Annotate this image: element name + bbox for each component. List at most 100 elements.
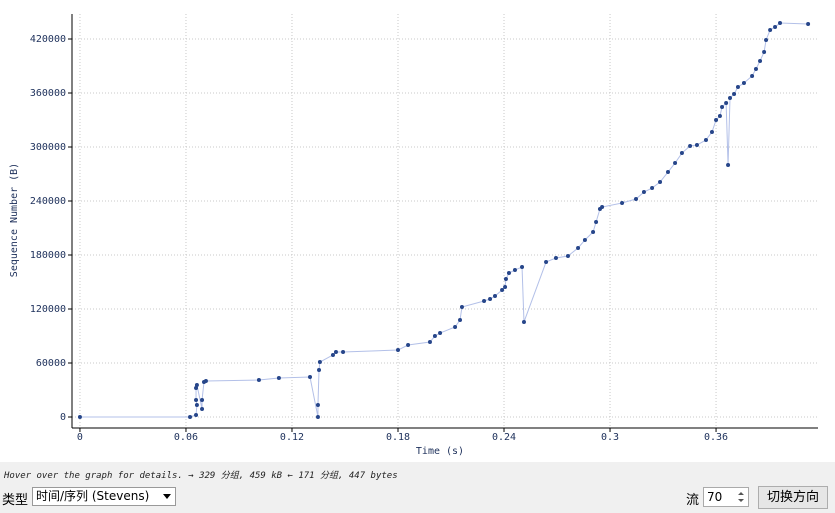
point [709,129,714,134]
point [688,144,693,149]
point [482,298,487,303]
point [544,260,549,265]
point [778,20,783,25]
point [341,350,346,355]
point [315,403,320,408]
point [703,137,708,142]
type-value: 时间/序列 (Stevens) [36,489,150,503]
point [582,237,587,242]
x-tick-label: 0.18 [386,432,410,443]
point [200,406,205,411]
point [194,382,199,387]
stream-input[interactable]: 70 [703,487,749,507]
point [333,350,338,355]
point [432,334,437,339]
point [506,271,511,276]
point [512,268,517,273]
point [620,200,625,205]
y-tick-label: 420000 [30,34,66,45]
point [762,49,767,54]
y-tick-label: 300000 [30,142,66,153]
point [308,375,313,380]
x-tick-label: 0.36 [704,432,728,443]
point [77,415,82,420]
point [406,343,411,348]
connect-line [79,22,809,418]
point [553,255,558,260]
y-tick-label: 120000 [30,304,66,315]
point [750,73,755,78]
point [395,348,400,353]
point [665,170,670,175]
y-tick-label: 360000 [30,88,66,99]
point [634,197,639,202]
point [741,81,746,86]
point [735,84,740,89]
point [194,397,199,402]
point [503,285,508,290]
point [521,319,526,324]
spin-arrows [738,492,744,502]
point [203,379,208,384]
point [724,100,729,105]
stream-value: 70 [707,490,723,504]
stream-label: 流 [686,493,700,508]
point [641,190,646,195]
point [520,264,525,269]
type-label: 类型 [2,493,29,508]
point [732,91,737,96]
y-axis-label: Sequence Number (B) [9,163,20,277]
point [276,376,281,381]
type-select[interactable]: 时间/序列 (Stevens) [32,487,176,506]
point [565,253,570,258]
point [194,413,199,418]
point [317,360,322,365]
point [330,352,335,357]
x-tick-label: 0.06 [174,432,198,443]
point [453,325,458,330]
x-tick-label: 0.3 [601,432,619,443]
point [764,37,769,42]
point [194,403,199,408]
point [673,161,678,166]
point [315,415,320,420]
point [503,277,508,282]
point [594,219,599,224]
dropdown-arrow [163,494,171,499]
x-tick-label: 0.12 [280,432,304,443]
point [427,340,432,345]
point [753,66,758,71]
point [200,397,205,402]
point [773,25,778,30]
point [317,368,322,373]
point [694,143,699,148]
point [194,386,199,391]
status-text: Hover over the graph for details. → 329 … [4,471,398,481]
point [650,186,655,191]
point [591,229,596,234]
switch-direction-button[interactable]: 切换方向 [758,486,828,509]
x-tick-label: 0 [77,432,83,443]
point [717,114,722,119]
point [256,378,261,383]
point [679,151,684,156]
x-tick-label: 0.24 [492,432,516,443]
point [493,294,498,299]
y-tick-label: 180000 [30,250,66,261]
y-tick-label: 60000 [36,358,66,369]
point [758,58,763,63]
y-tick-label: 240000 [30,196,66,207]
point [720,105,725,110]
point [500,288,505,293]
point [438,331,443,336]
point [726,163,731,168]
point [658,180,663,185]
point [768,28,773,33]
point [188,415,193,420]
y-tick-label: 0 [60,412,66,423]
point [488,297,493,302]
chart: Time (s) Sequence Number (B) 0 60000 12000… [0,0,835,462]
point [458,317,463,322]
point [576,245,581,250]
